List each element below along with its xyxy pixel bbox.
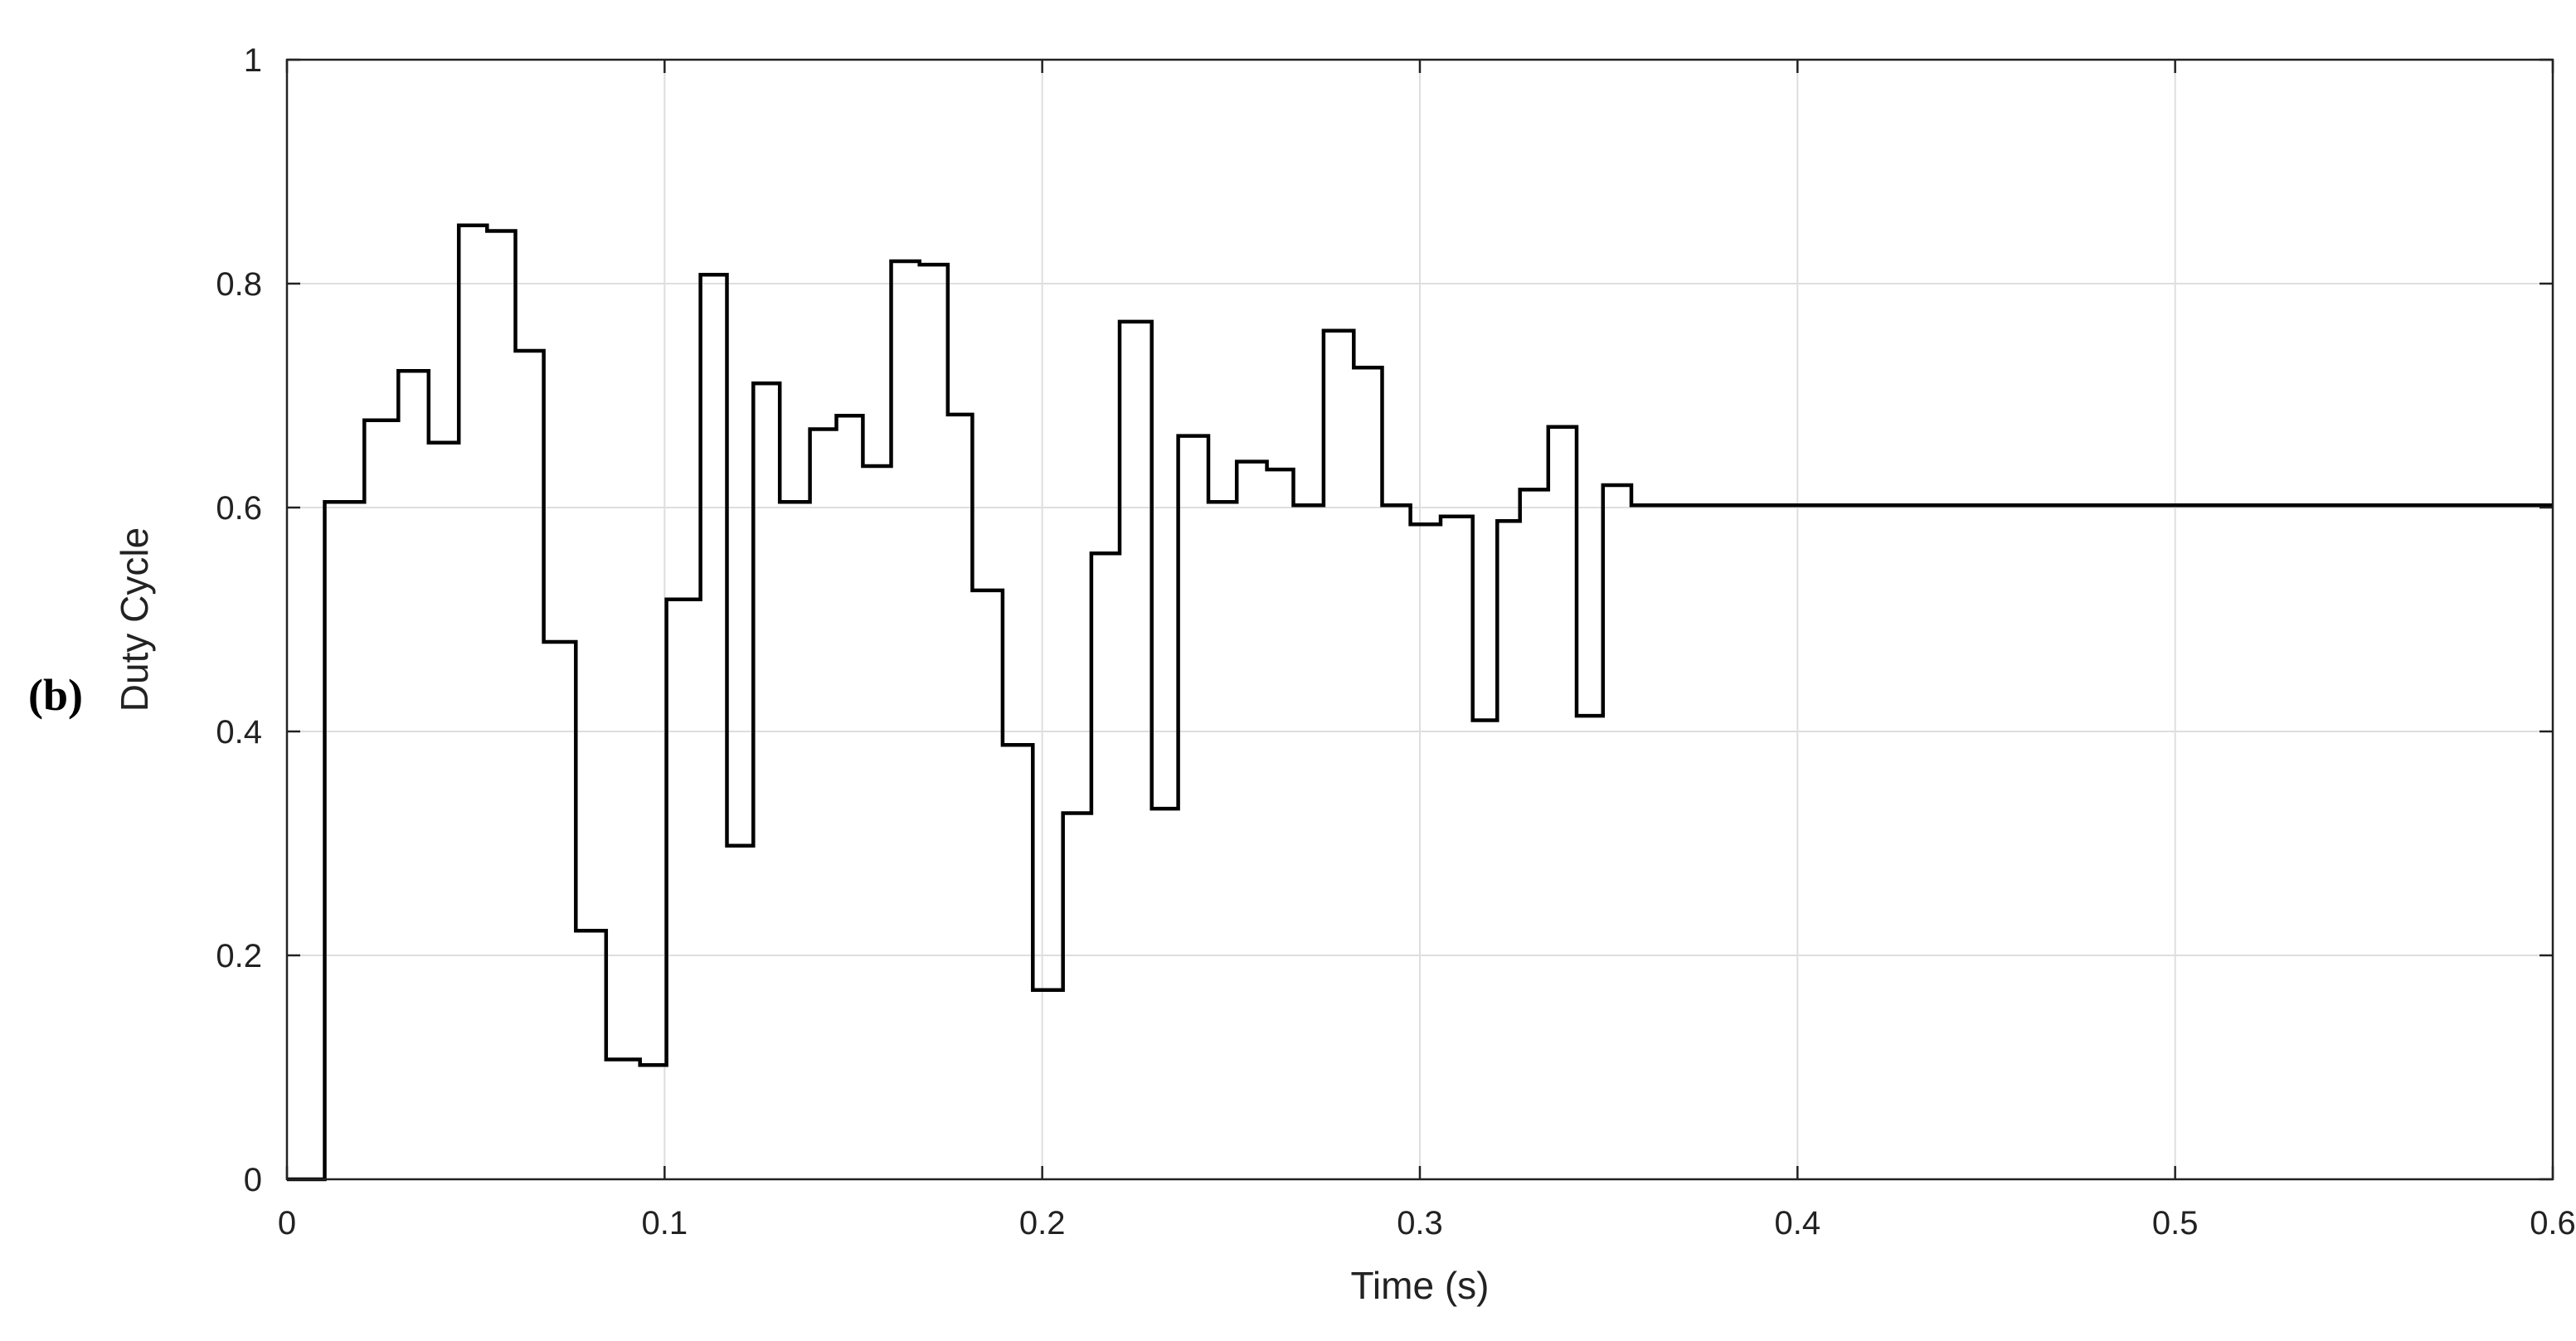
y-axis-ticks: 0 0.2 0.4 0.6 0.8 1	[216, 42, 2553, 1198]
y-tick-label: 0.2	[216, 938, 262, 974]
y-tick-label: 1	[244, 42, 262, 79]
x-tick-label: 0.3	[1397, 1205, 1443, 1241]
x-axis-label: Time (s)	[1351, 1264, 1490, 1307]
x-axis-ticks: 0 0.1 0.2 0.3 0.4 0.5 0.6	[278, 60, 2576, 1241]
y-tick-label: 0.6	[216, 490, 262, 527]
x-tick-label: 0.6	[2530, 1205, 2576, 1241]
y-tick-label: 0.4	[216, 714, 262, 751]
grid-lines	[286, 59, 2554, 1180]
y-tick-label: 0	[244, 1162, 262, 1198]
x-tick-label: 0.2	[1019, 1205, 1066, 1241]
panel-label: (b)	[28, 670, 83, 720]
x-tick-label: 0	[278, 1205, 296, 1241]
duty-cycle-series-line	[287, 223, 2553, 1182]
y-axis-label: Duty Cycle	[113, 527, 156, 712]
x-tick-label: 0.4	[1775, 1205, 1821, 1241]
x-tick-label: 0.5	[2152, 1205, 2199, 1241]
y-tick-label: 0.8	[216, 266, 262, 303]
x-tick-label: 0.1	[642, 1205, 688, 1241]
